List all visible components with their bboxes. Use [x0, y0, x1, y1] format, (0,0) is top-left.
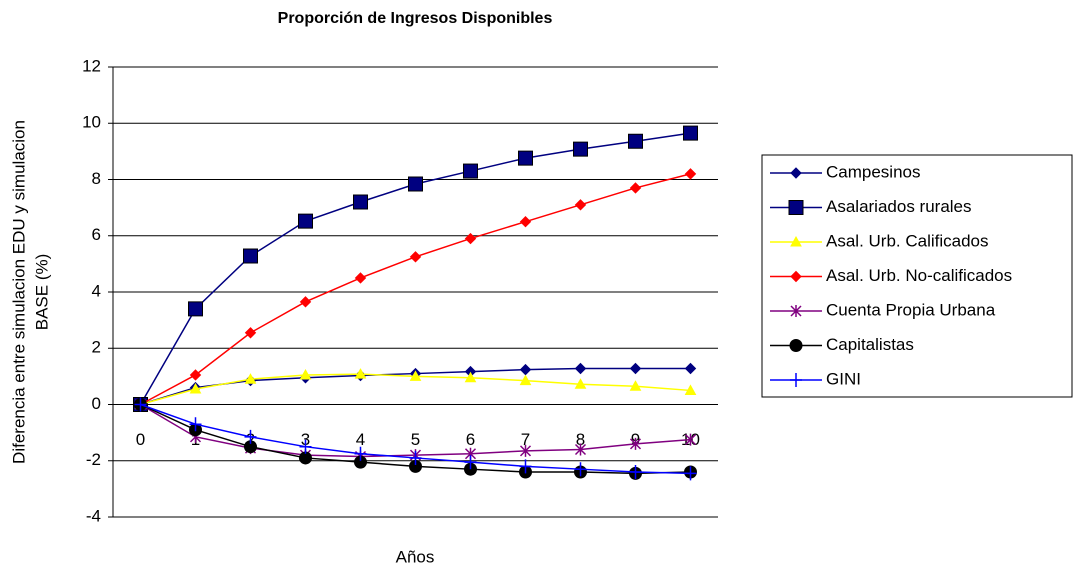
y-tick-label: -2	[86, 450, 101, 469]
x-tick-label: 0	[136, 430, 145, 449]
data-point	[629, 465, 642, 479]
data-point	[299, 296, 312, 308]
data-point	[189, 383, 202, 394]
x-tick-label: 5	[411, 430, 420, 449]
y-axis-title-line: Diferencia entre simulacion EDU y simula…	[9, 120, 28, 464]
data-point	[464, 232, 477, 245]
data-point	[354, 446, 367, 461]
legend-item: Capitalistas	[770, 335, 914, 354]
legend-label: GINI	[826, 369, 861, 388]
legend-item: GINI	[770, 369, 861, 388]
legend-marker	[790, 167, 802, 179]
data-point	[244, 429, 257, 444]
y-tick-label: 10	[82, 113, 101, 132]
data-point	[574, 378, 587, 389]
data-point	[518, 150, 533, 166]
data-point	[519, 363, 532, 376]
data-point	[629, 182, 642, 194]
data-point	[464, 455, 477, 470]
data-point	[573, 141, 588, 157]
y-tick-label: 2	[92, 338, 101, 357]
data-point	[519, 459, 532, 474]
legend-label: Campesinos	[826, 162, 921, 181]
data-point	[409, 450, 422, 465]
data-point	[408, 176, 423, 192]
data-point	[354, 455, 367, 469]
data-point	[684, 433, 697, 446]
legend-item: Asalariados rurales	[770, 197, 972, 216]
legend-marker	[788, 200, 804, 215]
legend-label: Asal. Urb. No-calificados	[826, 266, 1012, 285]
legend-marker	[790, 305, 802, 317]
y-tick-label: 4	[92, 281, 101, 300]
legend-marker	[790, 235, 802, 247]
data-point	[134, 397, 147, 412]
x-axis-title: Años	[396, 547, 435, 566]
data-point	[574, 462, 587, 477]
legend-label: Capitalistas	[826, 335, 914, 354]
data-point	[519, 215, 532, 228]
x-tick-label: 7	[521, 430, 530, 449]
data-point	[244, 440, 257, 454]
data-point	[298, 213, 313, 229]
data-point	[409, 370, 422, 381]
data-point	[299, 368, 312, 380]
data-point	[574, 362, 587, 375]
data-point	[684, 384, 697, 395]
legend-marker	[789, 339, 803, 352]
data-point	[463, 163, 478, 179]
data-point	[684, 168, 697, 180]
data-point	[574, 199, 587, 211]
legend-label: Asal. Urb. Calificados	[826, 231, 989, 250]
data-point	[684, 466, 697, 481]
data-point	[629, 437, 642, 450]
data-point	[243, 248, 258, 264]
legend-item: Campesinos	[770, 162, 921, 181]
y-tick-label: 12	[82, 56, 101, 75]
data-point	[629, 362, 642, 375]
x-tick-label: 6	[466, 430, 475, 449]
data-point	[299, 439, 312, 454]
y-axis-title-line: BASE (%)	[32, 254, 51, 331]
data-point	[188, 301, 203, 317]
data-point	[684, 362, 697, 375]
chart-title: Proporción de Ingresos Disponibles	[278, 10, 553, 27]
data-point	[519, 374, 532, 386]
data-point	[354, 368, 367, 379]
data-point	[464, 462, 477, 476]
data-point	[299, 451, 312, 465]
data-point	[519, 444, 532, 457]
data-point	[574, 443, 587, 456]
legend-item: Cuenta Propia Urbana	[770, 300, 996, 319]
x-tick-label: 8	[576, 430, 585, 449]
x-tick-label: 3	[301, 430, 310, 449]
y-tick-label: -4	[86, 506, 101, 525]
data-point	[244, 373, 257, 384]
y-tick-label: 8	[92, 169, 101, 188]
data-point	[409, 459, 422, 473]
data-point	[244, 327, 257, 339]
data-point	[354, 272, 367, 284]
data-point	[409, 251, 422, 263]
legend-label: Cuenta Propia Urbana	[826, 300, 996, 319]
data-point	[683, 125, 698, 141]
legend-label: Asalariados rurales	[826, 197, 972, 216]
series-line	[139, 132, 691, 405]
legend-marker	[790, 270, 802, 283]
x-tick-label: 4	[356, 430, 365, 449]
data-point	[189, 369, 202, 381]
legend-item: Asal. Urb. Calificados	[770, 231, 989, 250]
y-axis-title: Diferencia entre simulacion EDU y simula…	[9, 120, 51, 464]
legend-item: Asal. Urb. No-calificados	[770, 266, 1012, 285]
legend-marker	[790, 373, 802, 387]
data-point	[629, 380, 642, 391]
data-point	[353, 194, 368, 210]
y-tick-label: 6	[92, 225, 101, 244]
data-point	[628, 133, 643, 149]
data-point	[189, 417, 202, 432]
data-point	[464, 371, 477, 383]
y-tick-label: 0	[92, 394, 101, 413]
